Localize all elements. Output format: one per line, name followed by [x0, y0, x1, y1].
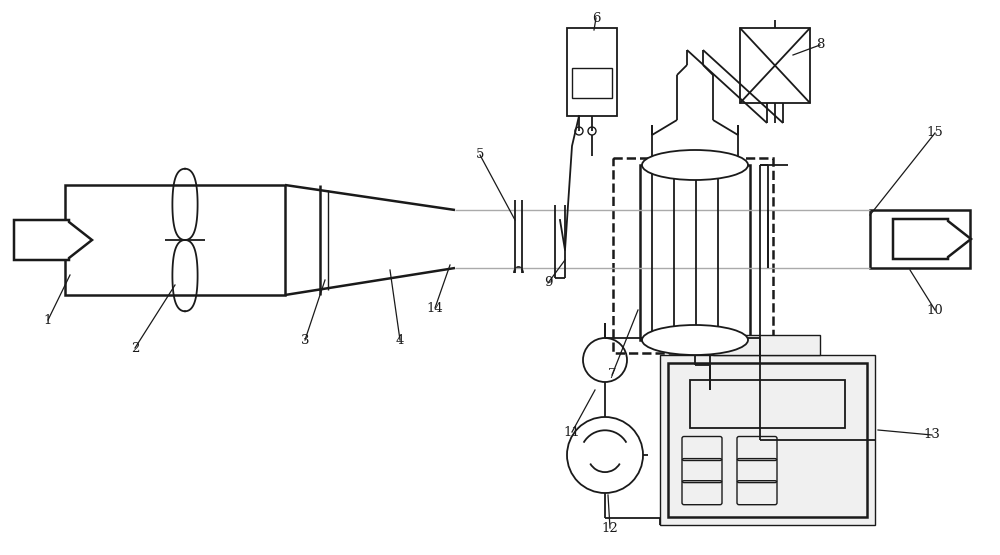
- Text: 10: 10: [927, 304, 943, 316]
- Ellipse shape: [642, 325, 748, 355]
- Bar: [640, 165, 750, 340]
- Text: 3: 3: [301, 334, 309, 346]
- Text: 4: 4: [396, 334, 404, 346]
- Text: 11: 11: [564, 426, 580, 438]
- Bar: [572, 68, 612, 98]
- Polygon shape: [14, 220, 92, 260]
- Text: 14: 14: [427, 301, 443, 315]
- Bar: [660, 355, 875, 525]
- Bar: [870, 210, 970, 268]
- Ellipse shape: [642, 150, 748, 180]
- Bar: [567, 28, 617, 116]
- Bar: [690, 380, 845, 427]
- Text: 13: 13: [924, 428, 940, 441]
- Text: 15: 15: [927, 127, 943, 139]
- Text: 2: 2: [131, 341, 139, 355]
- Bar: [740, 28, 810, 103]
- Text: 7: 7: [608, 369, 616, 381]
- Bar: [65, 185, 285, 295]
- Text: 12: 12: [602, 522, 618, 534]
- Bar: [713, 335, 820, 355]
- Bar: [613, 158, 773, 353]
- Text: 6: 6: [592, 12, 600, 24]
- Text: 8: 8: [816, 38, 824, 52]
- Text: 5: 5: [476, 149, 484, 162]
- Polygon shape: [893, 219, 971, 259]
- Text: 9: 9: [544, 276, 552, 290]
- Text: 1: 1: [44, 314, 52, 326]
- Bar: [668, 363, 867, 517]
